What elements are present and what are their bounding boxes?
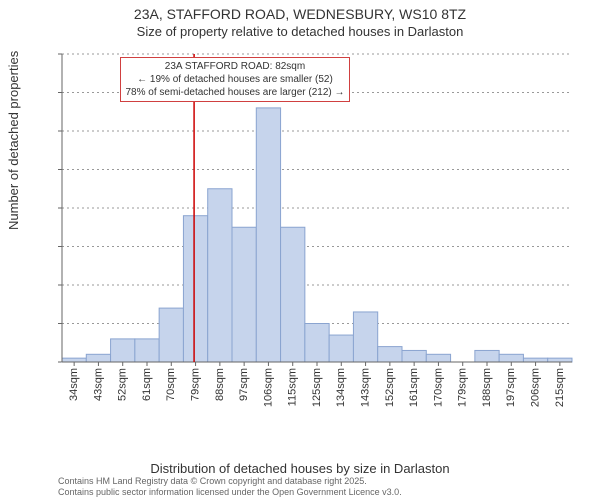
x-tick-label: 197sqm [505,368,517,407]
histogram-bar [499,354,523,362]
x-tick-label: 52sqm [117,368,129,401]
x-tick-label: 188sqm [481,368,493,407]
x-tick-label: 152sqm [384,368,396,407]
x-tick-label: 34sqm [68,368,80,401]
annotation-line3: 78% of semi-detached houses are larger (… [125,86,345,99]
x-axis-title: Distribution of detached houses by size … [0,461,600,476]
x-tick-label: 134sqm [335,368,347,407]
histogram-bar [159,308,183,362]
x-tick-label: 79sqm [189,368,201,401]
histogram-bar [378,347,402,362]
x-tick-label: 88sqm [214,368,226,401]
x-tick-label: 170sqm [432,368,444,407]
x-tick-label: 115sqm [287,368,299,406]
histogram-bar [111,339,135,362]
histogram-bar [183,216,207,362]
attribution-text: Contains HM Land Registry data © Crown c… [58,476,402,498]
x-tick-label: 206sqm [529,368,541,407]
annotation-line1: 23A STAFFORD ROAD: 82sqm [125,60,345,73]
attribution-line2: Contains public sector information licen… [58,487,402,498]
histogram-bar [402,350,426,362]
x-tick-label: 97sqm [238,368,250,401]
plot-area: 0102030405060708034sqm43sqm52sqm61sqm70s… [58,48,578,418]
histogram-bar [523,358,547,362]
histogram-bar [135,339,159,362]
x-tick-label: 215sqm [554,368,566,407]
chart-title-sub: Size of property relative to detached ho… [0,24,600,39]
chart-title-main: 23A, STAFFORD ROAD, WEDNESBURY, WS10 8TZ [0,6,600,22]
x-tick-label: 179sqm [457,368,469,407]
x-tick-label: 161sqm [408,368,420,407]
histogram-bar [256,108,280,362]
histogram-bar [426,354,450,362]
x-tick-label: 70sqm [165,368,177,401]
attribution-line1: Contains HM Land Registry data © Crown c… [58,476,402,487]
x-tick-label: 143sqm [359,368,371,407]
x-tick-label: 106sqm [262,368,274,407]
histogram-bar [62,358,86,362]
chart-container: 23A, STAFFORD ROAD, WEDNESBURY, WS10 8TZ… [0,0,600,500]
histogram-bar [329,335,353,362]
x-tick-label: 43sqm [92,368,104,401]
y-axis-title: Number of detached properties [6,51,21,230]
annotation-box: 23A STAFFORD ROAD: 82sqm ← 19% of detach… [120,57,350,102]
histogram-bar [86,354,110,362]
histogram-bar [353,312,377,362]
histogram-bar [475,350,499,362]
histogram-bar [548,358,572,362]
x-tick-label: 61sqm [141,368,153,401]
histogram-bar [232,227,256,362]
x-tick-label: 125sqm [311,368,323,407]
histogram-bar [208,189,232,362]
annotation-line2: ← 19% of detached houses are smaller (52… [125,73,345,86]
histogram-bar [281,227,305,362]
histogram-bar [305,324,329,363]
